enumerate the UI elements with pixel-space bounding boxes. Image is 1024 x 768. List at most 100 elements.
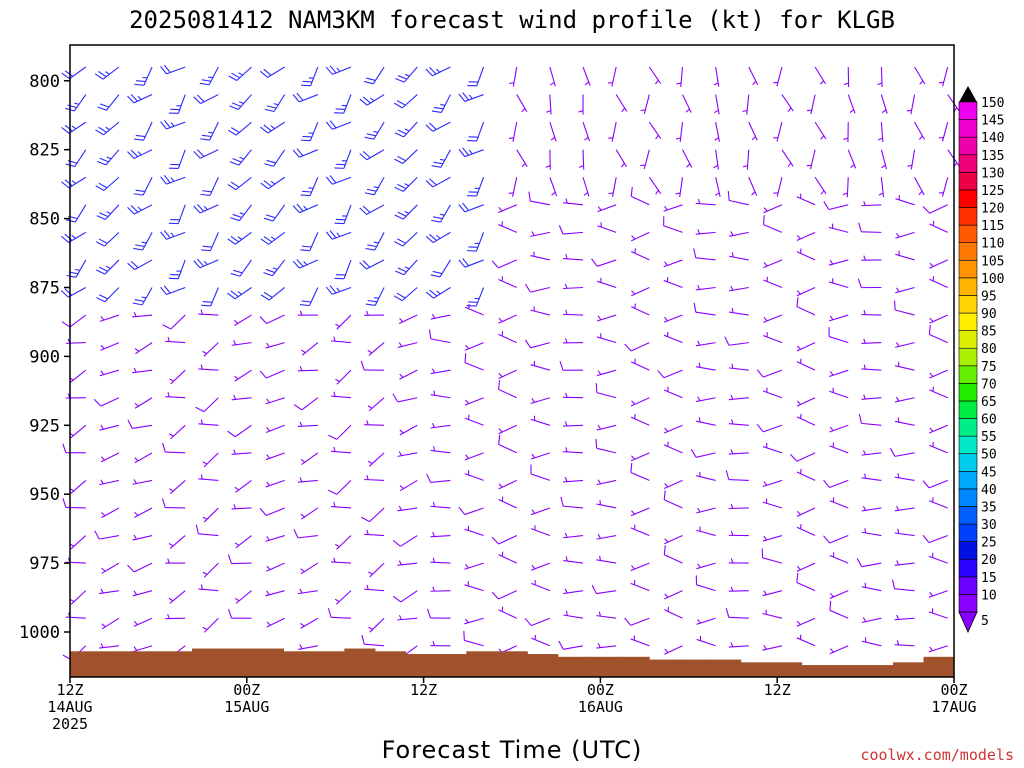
wind-barb: [823, 201, 849, 211]
wind-barb-flag: [134, 298, 145, 302]
wind-barb: [193, 258, 219, 269]
wind-barb-shaft: [369, 507, 385, 523]
wind-barb: [877, 66, 883, 88]
colorbar-segment: [958, 576, 978, 595]
wind-barb-shaft: [397, 397, 418, 403]
wind-barb: [742, 149, 750, 170]
wind-barb: [624, 617, 650, 626]
wind-barb: [856, 558, 882, 568]
wind-barb-flag: [231, 72, 241, 79]
wind-barb: [663, 314, 683, 323]
wind-barb: [162, 442, 186, 454]
wind-barb-shaft: [301, 397, 319, 411]
wind-barb: [202, 452, 219, 468]
wind-barb: [843, 122, 849, 143]
colorbar-segment: [958, 101, 978, 120]
wind-barb: [95, 121, 120, 136]
wind-barb-flag: [259, 507, 267, 516]
wind-barb-flag: [524, 283, 531, 293]
wind-barb-shaft: [796, 286, 816, 297]
colorbar-tick-label: 80: [981, 342, 997, 357]
wind-barb: [545, 149, 551, 170]
wind-barb-flag: [730, 558, 734, 564]
wind-barb-flag: [829, 371, 834, 376]
wind-barb-flag: [501, 606, 504, 612]
wind-barb-flag: [465, 618, 469, 624]
wind-barb-shaft: [929, 278, 948, 288]
wind-barb-flag: [425, 235, 434, 243]
wind-barb: [928, 552, 948, 564]
ground-column: [740, 662, 772, 677]
wind-barb-flag: [260, 238, 269, 245]
wind-barb-flag: [366, 310, 369, 316]
wind-barb: [877, 122, 884, 143]
wind-barb-shaft: [530, 528, 551, 537]
wind-barb-shaft: [203, 507, 219, 523]
wind-barb-flag: [163, 285, 171, 294]
wind-barb: [630, 452, 650, 462]
wind-barb-flag: [134, 138, 144, 141]
wind-barb-shaft: [299, 259, 319, 269]
wind-barb-flag: [546, 110, 551, 113]
wind-barb-shaft: [663, 424, 683, 434]
wind-barb-shaft: [440, 204, 451, 223]
wind-barb: [675, 122, 684, 143]
wind-barb-flag: [829, 315, 834, 321]
wind-barb-shaft: [106, 94, 120, 111]
wind-barb-shaft: [368, 452, 385, 467]
wind-barb-flag: [631, 455, 636, 460]
wind-barb: [829, 442, 849, 454]
wind-barb-shaft: [309, 177, 319, 196]
wind-barb-shaft: [169, 480, 186, 495]
wind-barb-shaft: [170, 369, 186, 385]
wind-barb: [762, 609, 783, 619]
wind-barb-shaft: [563, 559, 584, 564]
wind-barb: [394, 176, 418, 192]
wind-barb: [464, 470, 484, 481]
wind-barb-flag: [858, 222, 862, 232]
wind-barb-flag: [265, 268, 276, 274]
wind-barb-shaft: [895, 253, 915, 261]
wind-barb: [563, 198, 584, 206]
wind-barb-shaft: [169, 590, 186, 604]
wind-barb-flag: [675, 192, 681, 195]
colorbar-segment: [958, 207, 978, 226]
wind-barb-shaft: [267, 176, 286, 190]
wind-barb-flag: [94, 73, 104, 80]
wind-barb: [847, 149, 857, 169]
ground-column: [405, 654, 437, 677]
wind-barb-flag: [329, 230, 337, 239]
wind-barb: [596, 424, 617, 431]
wind-barb: [938, 177, 949, 197]
wind-barb-flag: [551, 191, 556, 196]
wind-barb-shaft: [498, 443, 517, 454]
wind-barb: [790, 452, 816, 462]
wind-barb: [630, 358, 650, 371]
wind-barb: [265, 342, 285, 349]
wind-barb-shaft: [297, 479, 318, 483]
wind-barb-flag: [364, 136, 374, 140]
wind-barb: [530, 464, 551, 481]
wind-barb: [806, 94, 816, 115]
wind-barb-shaft: [828, 204, 849, 211]
wind-barb-flag: [303, 205, 308, 210]
wind-barb: [630, 635, 650, 647]
wind-barb-flag: [690, 448, 697, 458]
wind-barb-shaft: [265, 397, 285, 405]
wind-barb-flag: [96, 160, 107, 166]
wind-barb-flag: [392, 595, 402, 603]
wind-barb: [300, 177, 319, 197]
wind-barb: [260, 287, 286, 301]
wind-barb: [929, 220, 948, 233]
wind-barb: [796, 231, 816, 242]
wind-barb-shaft: [177, 94, 186, 114]
wind-barb-flag: [202, 301, 213, 303]
wind-barb-flag: [300, 458, 306, 463]
wind-barb-shaft: [141, 287, 153, 306]
wind-barb-shaft: [728, 507, 749, 510]
wind-barb: [165, 613, 186, 620]
wind-barb-shaft: [399, 369, 418, 380]
wind-barb-shaft: [563, 479, 584, 483]
wind-barb-shaft: [430, 394, 451, 399]
wind-barb-shaft: [563, 451, 584, 454]
